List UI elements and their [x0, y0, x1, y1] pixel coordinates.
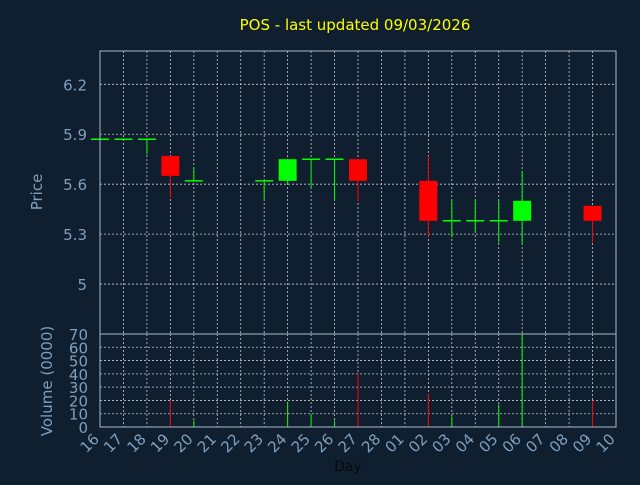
x-axis-label: Day [334, 459, 362, 475]
candle-body [419, 180, 438, 221]
x-tick-label: 02 [405, 430, 431, 456]
x-tick-label: 06 [499, 430, 525, 456]
x-tick-label: 05 [475, 430, 501, 456]
volume-tick-label: 20 [69, 392, 88, 410]
x-tick-label: 24 [264, 430, 290, 456]
volume-tick-label: 10 [69, 406, 88, 424]
candle-body [349, 159, 367, 181]
price-tick-labels: 5 5.3 5.6 5.9 6.2 [63, 76, 87, 294]
x-tick-label: 01 [382, 430, 408, 456]
x-tick-label: 04 [452, 430, 478, 456]
x-tick-label: 18 [124, 430, 150, 456]
volume-bars [169, 334, 594, 427]
volume-tick-label: 70 [69, 326, 88, 344]
x-tick-label: 08 [546, 430, 572, 456]
x-tick-label: 23 [241, 430, 267, 456]
x-tick-label: 03 [428, 430, 454, 456]
volume-tick-label: 0 [78, 419, 88, 437]
x-tick-label: 25 [288, 430, 314, 456]
x-tick-label: 28 [358, 430, 384, 456]
x-tick-label: 07 [522, 430, 548, 456]
price-tick-label: 5.6 [63, 176, 87, 194]
x-tick-label: 10 [593, 430, 619, 456]
price-tick-label: 6.2 [63, 76, 87, 94]
price-axis-label: Price [28, 174, 46, 211]
volume-tick-label: 60 [69, 339, 88, 357]
volume-axis-label: Volume (0000) [38, 326, 56, 436]
volume-panel-frame [99, 333, 617, 428]
x-tick-labels: 1617181920212223242526272801020304050607… [77, 430, 619, 456]
x-tick-label: 09 [569, 430, 595, 456]
x-tick-label: 26 [311, 430, 337, 456]
candles [91, 138, 602, 245]
volume-tick-label: 30 [69, 379, 88, 397]
volume-tick-label: 50 [69, 353, 88, 371]
chart-title: POS - last updated 09/03/2026 [240, 16, 471, 34]
volume-tick-label: 40 [69, 366, 88, 384]
price-tick-label: 5 [77, 276, 87, 294]
candle-body [278, 159, 297, 181]
x-tick-label: 21 [194, 430, 220, 456]
price-tick-label: 5.9 [63, 126, 87, 144]
x-tick-label: 27 [335, 430, 361, 456]
x-tick-label: 20 [170, 430, 196, 456]
x-tick-label: 17 [100, 430, 126, 456]
x-tick-label: 19 [147, 430, 173, 456]
candle-body [513, 200, 532, 221]
candle-body [161, 155, 180, 176]
x-tick-label: 22 [217, 430, 243, 456]
price-tick-label: 5.3 [63, 226, 87, 244]
candle-body [583, 205, 602, 221]
